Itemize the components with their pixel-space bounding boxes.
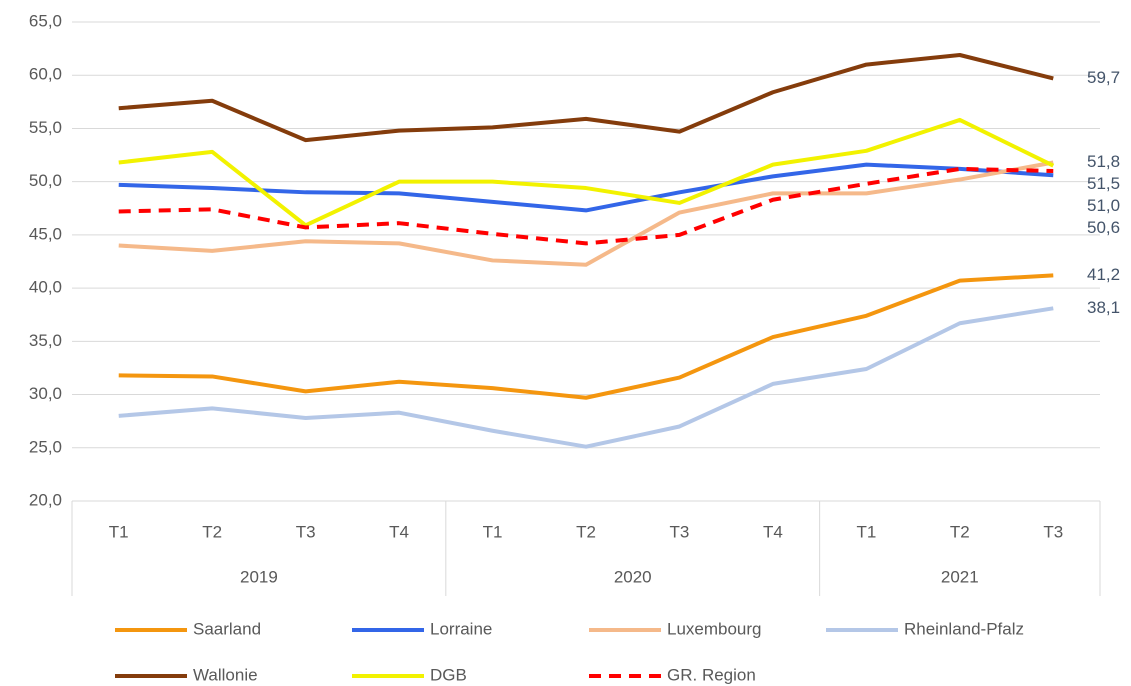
- y-tick-label: 50,0: [29, 171, 62, 190]
- x-tick-label: T2: [576, 522, 596, 541]
- x-tick-label: T4: [763, 522, 783, 541]
- legend-label: Luxembourg: [667, 619, 762, 638]
- x-tick-label: T2: [950, 522, 970, 541]
- legend-label: Lorraine: [430, 619, 492, 638]
- legend-label: Rheinland-Pfalz: [904, 619, 1024, 638]
- series-line: [118, 166, 1054, 246]
- x-tick-label: T1: [483, 522, 503, 541]
- y-tick-label: 25,0: [29, 437, 62, 456]
- legend-label: GR. Region: [667, 665, 756, 684]
- x-group-label: 2019: [240, 567, 278, 586]
- value-label: 51,5: [1087, 174, 1120, 193]
- legend-label: Wallonie: [193, 665, 258, 684]
- series-line: [118, 52, 1054, 143]
- value-label: 59,7: [1087, 68, 1120, 87]
- y-tick-label: 55,0: [29, 118, 62, 137]
- x-tick-label: T3: [1043, 522, 1063, 541]
- x-tick-label: T4: [389, 522, 409, 541]
- x-tick-label: T3: [670, 522, 690, 541]
- value-label: 51,0: [1087, 196, 1120, 215]
- y-tick-label: 45,0: [29, 224, 62, 243]
- y-tick-label: 65,0: [29, 11, 62, 30]
- series-line: [118, 160, 1054, 267]
- x-group-label: 2020: [614, 567, 652, 586]
- series-line: [118, 162, 1054, 213]
- x-tick-label: T1: [856, 522, 876, 541]
- value-label: 50,6: [1087, 218, 1120, 237]
- value-label: 51,8: [1087, 152, 1120, 171]
- value-label: 41,2: [1087, 265, 1120, 284]
- series-line: [118, 273, 1054, 400]
- y-tick-label: 40,0: [29, 278, 62, 297]
- y-tick-label: 20,0: [29, 490, 62, 509]
- y-tick-label: 30,0: [29, 384, 62, 403]
- x-group-label: 2021: [941, 567, 979, 586]
- series-line: [118, 306, 1054, 449]
- legend-label: Saarland: [193, 619, 261, 638]
- legend-label: DGB: [430, 665, 467, 684]
- x-tick-label: T1: [109, 522, 129, 541]
- x-tick-label: T2: [202, 522, 222, 541]
- series-line: [118, 117, 1055, 228]
- y-tick-label: 60,0: [29, 65, 62, 84]
- y-tick-label: 35,0: [29, 331, 62, 350]
- x-tick-label: T3: [296, 522, 316, 541]
- value-label: 38,1: [1087, 298, 1120, 317]
